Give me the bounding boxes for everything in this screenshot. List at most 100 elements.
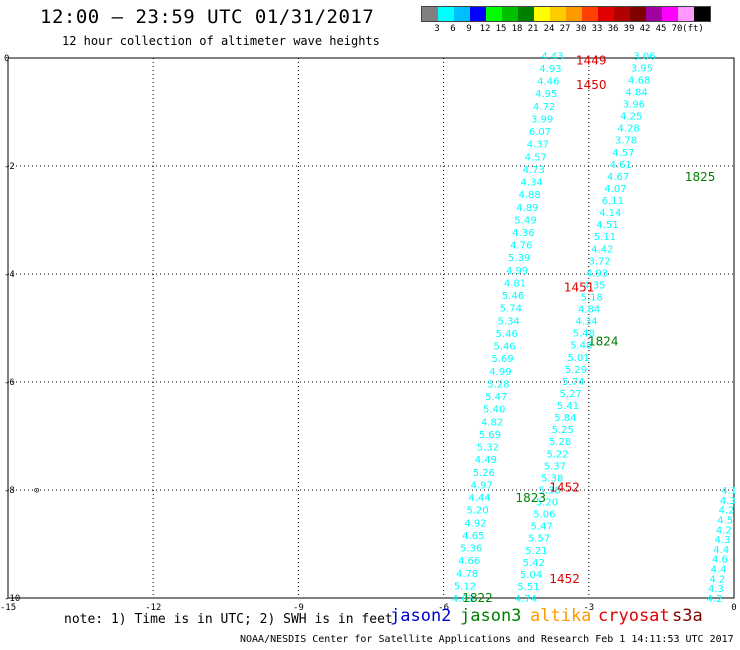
x-tick-label: 0 (731, 603, 736, 613)
wave-height-value: 5.46 (493, 342, 515, 353)
legend-swatch (694, 7, 710, 21)
x-tick-label: -15 (0, 603, 16, 613)
legend-swatch (422, 7, 438, 21)
wave-height-value: 5.69 (491, 354, 513, 365)
pass-time-label: 1452 (549, 480, 580, 494)
legend-altika: altika (530, 606, 592, 626)
y-tick-label: -2 (4, 162, 15, 172)
legend-label: 15 (495, 24, 507, 34)
wave-height-value: 5.34 (498, 316, 520, 327)
legend-label: 18 (511, 24, 523, 34)
legend-label: 30 (575, 24, 587, 34)
wave-height-value: 4.73 (523, 165, 545, 176)
wave-height-value: 5.46 (502, 291, 524, 302)
wave-height-value: 4.3 (720, 496, 736, 507)
wave-height-value: 4.07 (604, 184, 626, 195)
wave-height-value: 4.97 (471, 480, 493, 491)
legend-swatch (566, 7, 582, 21)
wave-height-value: 4.84 (578, 305, 600, 316)
wave-height-value: 5.38 (541, 473, 563, 484)
wave-height-value: 4.37 (527, 140, 549, 151)
wave-height-value: 4.2 (716, 525, 732, 536)
pass-time-label: 1451 (564, 281, 595, 295)
wave-height-value: 4.42 (591, 244, 613, 255)
wave-height-value: 5.18 (581, 293, 603, 304)
wave-height-value: 4.2 (709, 574, 725, 585)
wave-height-value: 5.74 (562, 377, 584, 388)
legend-label: 45 (655, 24, 667, 34)
wave-height-value: 5.32 (477, 443, 499, 454)
wave-height-value: 4.3 (715, 535, 731, 546)
wave-height-value: 5.47 (531, 522, 553, 533)
wave-height-value: 4.93 (539, 64, 561, 75)
wave-height-value: 4.49 (475, 455, 497, 466)
y-tick-label: -6 (4, 378, 15, 388)
pass-time-label: 1450 (576, 78, 607, 92)
wave-height-value: 4.68 (628, 75, 650, 86)
wave-height-value: 4.67 (607, 172, 629, 183)
y-tick-label: -8 (4, 486, 15, 496)
wave-height-value: 5.84 (554, 413, 576, 424)
wave-height-value: 4.88 (518, 190, 540, 201)
pass-time-label: 1449 (576, 54, 607, 68)
wave-height-value: 5.06 (533, 510, 555, 521)
legend-swatch (582, 7, 598, 21)
wave-height-value: 5.12 (454, 581, 476, 592)
wave-height-value: 4.72 (533, 102, 555, 113)
wave-height-value: 4.63 (452, 594, 474, 605)
legend-label: 33 (591, 24, 603, 34)
wave-height-value: 5.36 (460, 544, 482, 555)
wave-height-value: 4.4 (713, 545, 729, 556)
y-tick-label: 0 (4, 54, 9, 64)
wave-height-value: 5.27 (560, 389, 582, 400)
wave-height-value: 4.4 (711, 565, 727, 576)
legend-labels: 3 6 9 12 15 18 21 24 27 30 33 36 39 42 45 70 (ft) (421, 24, 740, 34)
wave-height-value: 5.28 (549, 437, 571, 448)
pass-time-label: 1823 (515, 491, 546, 505)
legend-label: 24 (543, 24, 555, 34)
wave-height-value: 4.74 (515, 594, 537, 605)
wave-height-value: 3.99 (531, 114, 553, 125)
wave-height-value: 4.82 (481, 417, 503, 428)
wave-height-value: 4.57 (525, 152, 547, 163)
x-tick-label: -3 (583, 603, 594, 613)
legend-label: 6 (450, 24, 456, 34)
wave-height-value: 5.48 (573, 329, 595, 340)
legend-swatch (550, 7, 566, 21)
wave-height-value: 5.25 (552, 425, 574, 436)
wave-height-value: 5.29 (565, 365, 587, 376)
wave-height-value: 5.49 (514, 215, 536, 226)
legend-label: 70 (671, 24, 683, 34)
legend-label: 42 (639, 24, 651, 34)
credit-footer: NOAA/NESDIS Center for Satellite Applica… (240, 634, 734, 645)
legend-label: 21 (527, 24, 539, 34)
map-subtitle: 12 hour collection of altimeter wave hei… (62, 34, 380, 48)
legend-swatch (518, 7, 534, 21)
wave-height-value: 4.44 (468, 493, 490, 504)
legend-swatch (534, 7, 550, 21)
legend-label: 3 (434, 24, 440, 34)
legend-swatch (630, 7, 646, 21)
legend-swatch (598, 7, 614, 21)
legend-swatch (646, 7, 662, 21)
legend-swatch (438, 7, 454, 21)
wave-height-value: 4.34 (521, 178, 543, 189)
wave-height-value: 5.20 (536, 498, 558, 509)
wave-height-value: 4.78 (456, 569, 478, 580)
wave-height-value: 5.69 (479, 430, 501, 441)
x-tick-label: -6 (438, 603, 449, 613)
wave-height-value: 4.35 (583, 280, 605, 291)
wave-height-value: 5.39 (508, 253, 530, 264)
wave-height-value: 4.89 (516, 203, 538, 214)
wave-height-value: 6.07 (529, 127, 551, 138)
legend-swatch (470, 7, 486, 21)
wave-height-value: 5.20 (466, 506, 488, 517)
wave-height-value: 4.1 (721, 486, 737, 497)
island-symbol: ⊙ (34, 486, 39, 496)
legend-label: 12 (479, 24, 491, 34)
y-tick-label: -4 (4, 270, 15, 280)
wave-height-value: 4.95 (535, 89, 557, 100)
legend-jason2: jason2 (390, 606, 452, 626)
wave-height-value: 5.28 (487, 379, 509, 390)
